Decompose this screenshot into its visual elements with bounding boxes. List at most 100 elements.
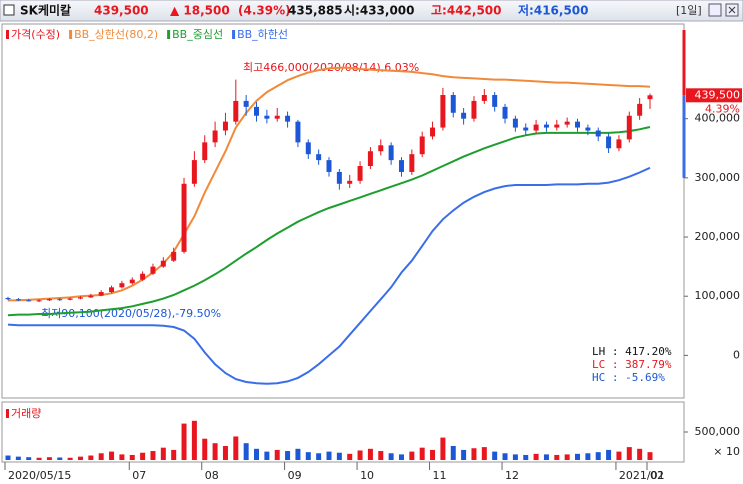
volume-bar	[419, 447, 425, 460]
price-tag-change: 4.39%	[705, 102, 740, 115]
volume-bar	[129, 454, 135, 460]
volume-bar	[26, 457, 32, 460]
volume-bar	[616, 451, 622, 460]
volume-bar	[36, 457, 42, 460]
candle-body	[564, 121, 570, 125]
open: 시:433,000	[344, 4, 415, 18]
checkbox[interactable]	[3, 4, 15, 16]
volume-bar	[388, 453, 394, 460]
volume-bar	[109, 451, 115, 460]
volume-bar	[222, 446, 228, 460]
volume-bar	[119, 454, 125, 460]
volume-bar	[295, 448, 301, 460]
x-tick-label: 10	[360, 469, 374, 482]
volume-bar	[212, 443, 218, 460]
candle-body	[554, 124, 560, 128]
x-tick-label: 02	[650, 469, 664, 482]
y-tick-label: 400,000	[695, 112, 741, 125]
volume-bar	[554, 454, 560, 460]
maximize-button[interactable]	[708, 3, 722, 17]
low: 저:416,500	[518, 3, 589, 18]
candle-body	[285, 115, 291, 122]
volume-bar	[471, 448, 477, 460]
volume-bar	[77, 456, 83, 460]
volume-bar	[564, 454, 570, 460]
candle-body	[316, 154, 322, 161]
bb-line	[7, 126, 651, 317]
candle-body	[160, 260, 166, 267]
volume-title: 거래량	[11, 407, 41, 420]
candle-body	[88, 295, 94, 298]
candle-body	[191, 160, 197, 184]
volume-bar	[88, 455, 94, 460]
candle-body	[347, 180, 353, 184]
volume-bar	[543, 454, 549, 460]
candle-body	[15, 299, 21, 301]
candle-body	[626, 115, 632, 140]
candle-body	[616, 139, 622, 149]
candle-body	[336, 171, 342, 184]
volume-bar	[140, 452, 146, 460]
high: 고:442,500	[431, 4, 502, 18]
y-tick-label: 100,000	[695, 289, 741, 302]
period[interactable]: [1일]	[676, 3, 702, 17]
volume-bar	[430, 449, 436, 460]
volume-bar	[367, 448, 373, 460]
volume-bar	[98, 453, 104, 460]
legend-swatch	[167, 30, 171, 39]
candle-body	[202, 142, 208, 161]
volume-bar	[502, 453, 508, 460]
candle-body	[119, 283, 125, 288]
volume-bar	[46, 457, 52, 460]
candle-body	[46, 299, 52, 301]
volume-bar	[647, 452, 653, 460]
volume-bar	[264, 451, 270, 460]
volume-bar	[285, 451, 291, 460]
header-bar	[0, 0, 743, 22]
price-tag-value: 439,500	[695, 88, 741, 101]
legend-swatch	[69, 30, 73, 39]
volume-bar	[398, 454, 404, 460]
candle-body	[77, 297, 83, 299]
volume-bar	[233, 436, 239, 460]
candle-body	[461, 112, 467, 119]
legend-swatch	[232, 30, 236, 39]
change-pct: (4.39%)	[238, 4, 291, 18]
candle-body	[264, 115, 270, 119]
legend-label: BB_상한선(80,2)	[74, 28, 158, 41]
volume-bar	[57, 457, 63, 460]
volume-bar	[171, 449, 177, 460]
stock-name: SK케미칼	[20, 3, 71, 18]
volume-bar	[326, 451, 332, 460]
price: 439,500	[94, 4, 149, 18]
volume-bar	[254, 448, 260, 460]
candle-body	[57, 299, 63, 301]
volume-bar	[492, 451, 498, 460]
candle-body	[523, 127, 529, 131]
candle-body	[409, 154, 415, 172]
volume-bar	[67, 457, 73, 460]
candle-body	[181, 183, 187, 252]
y-tick-label: 200,000	[695, 230, 741, 243]
candle-body	[575, 121, 581, 128]
volume-bar	[481, 447, 487, 460]
volume-bar	[150, 451, 156, 460]
volume-bar	[575, 453, 581, 460]
x-tick-label: 2020/05/15	[8, 469, 71, 482]
candle-body	[647, 95, 653, 100]
volume-bar	[450, 446, 456, 460]
candle-body	[440, 95, 446, 128]
volume-bar	[316, 453, 322, 460]
volume-bar	[181, 423, 187, 460]
candle-body	[378, 145, 384, 152]
candle-body	[254, 106, 260, 116]
candle-body	[98, 292, 104, 296]
volume-bar	[637, 448, 643, 460]
volume-bar	[523, 454, 529, 460]
stat-lc: LC : 387.79%	[592, 358, 672, 371]
x-tick-label: 11	[433, 469, 447, 482]
volume-bar	[378, 451, 384, 460]
candle-body	[129, 279, 135, 284]
candle-body	[67, 298, 73, 300]
